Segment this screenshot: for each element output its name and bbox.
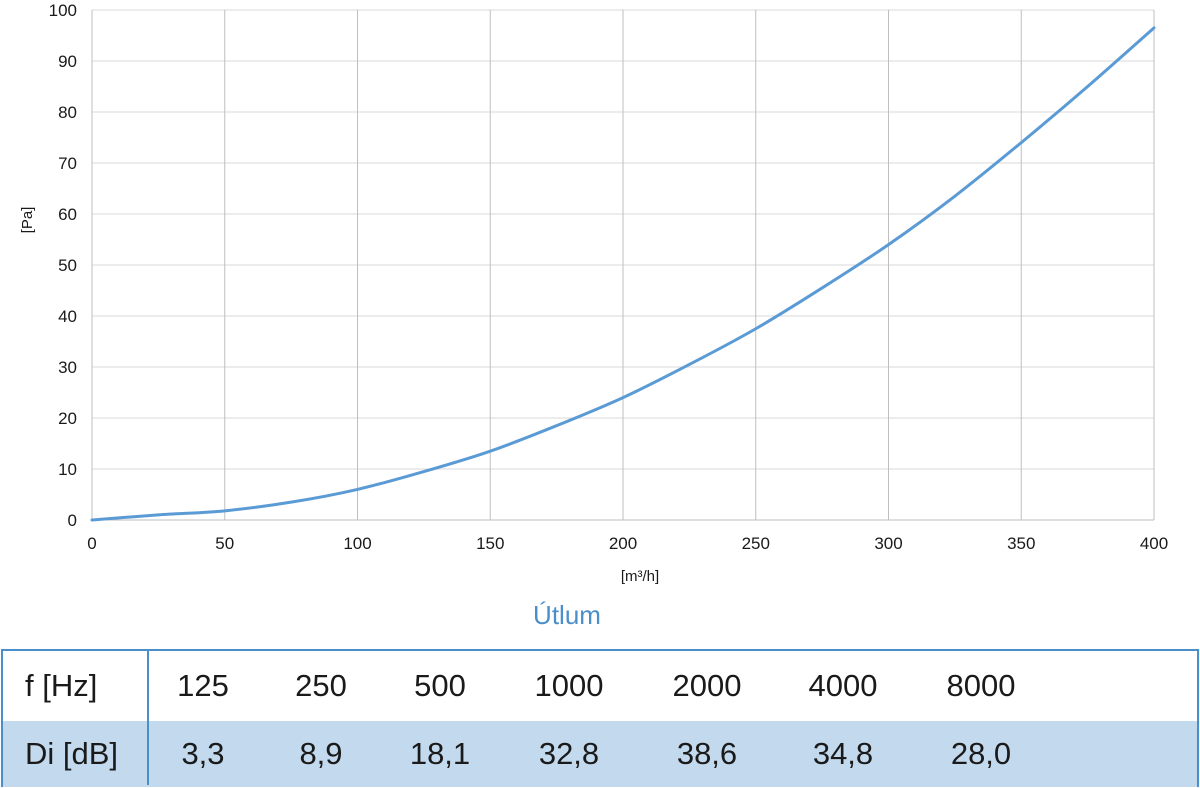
frequency-row-label: f [Hz]	[25, 668, 98, 703]
y-axis-title: [Pa]	[19, 207, 36, 234]
y-tick-label: 40	[58, 307, 77, 326]
y-tick-label: 70	[58, 154, 77, 173]
di-value-cell: 3,3	[181, 736, 225, 771]
di-value-cell: 18,1	[409, 736, 471, 771]
table-column-divider	[147, 651, 149, 785]
x-tick-label: 50	[215, 534, 234, 553]
chart-svg: 0 10 20 30 40 50 60 70 80 90 100 0 50 100 150 200 250 300…	[19, 1, 1168, 585]
di-row: Di [dB] 3,3 8,9 18,1 32,8 38,6 34,8 28,0	[3, 721, 1197, 787]
di-value-cell: 32,8	[538, 736, 600, 771]
frequency-cell: 250	[295, 668, 347, 703]
di-value-cell: 34,8	[812, 736, 874, 771]
y-tick-label: 100	[49, 1, 77, 20]
x-tick-label: 0	[87, 534, 96, 553]
y-tick-label: 10	[58, 460, 77, 479]
pressure-curve	[90, 26, 1156, 522]
x-tick-label: 100	[343, 534, 371, 553]
pressure-chart: 0 10 20 30 40 50 60 70 80 90 100 0 50 100 150 200 250 300…	[19, 1, 1168, 585]
y-tick-label: 30	[58, 358, 77, 377]
x-tick-label: 200	[609, 534, 637, 553]
x-tick-label: 400	[1140, 534, 1168, 553]
attenuation-table: f [Hz] 125 250 500 1000 2000 4000 8000 D…	[1, 649, 1199, 787]
x-tick-label: 300	[874, 534, 902, 553]
y-tick-label: 60	[58, 205, 77, 224]
attenuation-title: Útlum	[533, 600, 601, 630]
frequency-cell: 500	[414, 668, 466, 703]
frequency-cell: 1000	[534, 668, 604, 703]
di-value-cell: 8,9	[299, 736, 343, 771]
x-tick-label: 350	[1007, 534, 1035, 553]
frequency-cell: 2000	[672, 668, 742, 703]
di-value-cell: 28,0	[950, 736, 1012, 771]
frequency-cell: 125	[177, 668, 229, 703]
x-axis-title: [m³/h]	[621, 568, 659, 585]
x-tick-label: 150	[476, 534, 504, 553]
x-tick-label: 250	[742, 534, 770, 553]
frequency-cell: 4000	[808, 668, 878, 703]
y-tick-label: 80	[58, 103, 77, 122]
di-value-cell: 38,6	[676, 736, 738, 771]
y-tick-label: 20	[58, 409, 77, 428]
frequency-cell: 8000	[946, 668, 1016, 703]
y-tick-label: 50	[58, 256, 77, 275]
frequency-row: f [Hz] 125 250 500 1000 2000 4000 8000	[3, 651, 1197, 721]
di-row-label: Di [dB]	[25, 736, 119, 771]
y-tick-label: 0	[68, 511, 77, 530]
y-tick-label: 90	[58, 52, 77, 71]
